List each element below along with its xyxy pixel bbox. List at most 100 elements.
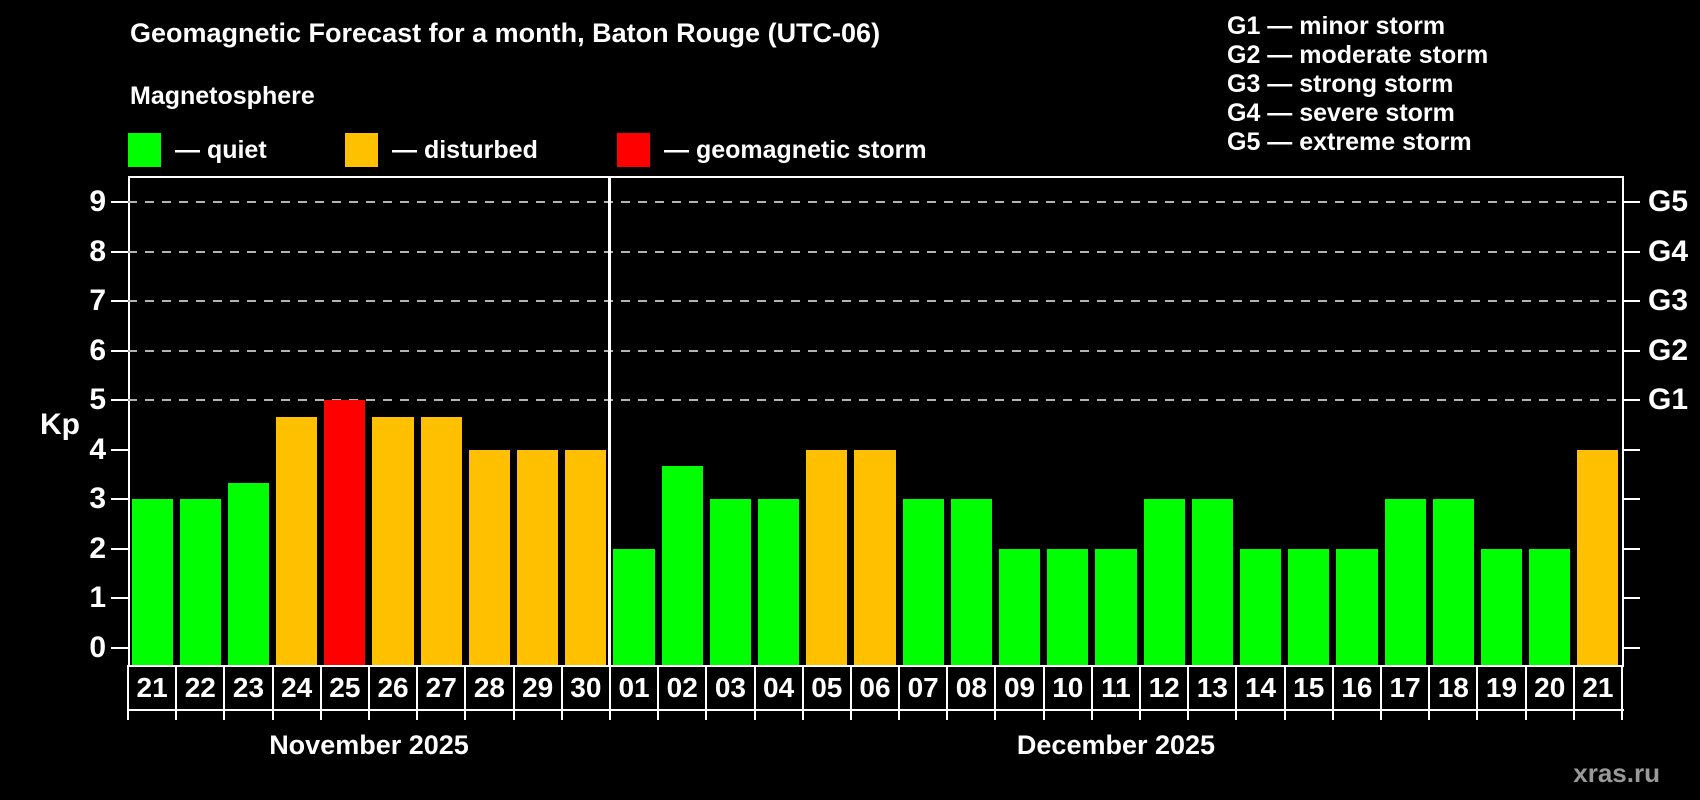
kp-bar — [179, 499, 221, 665]
date-cell-border — [367, 665, 370, 711]
date-cell-border — [753, 665, 756, 711]
kp-bar — [517, 449, 559, 665]
kp-bar — [1529, 548, 1571, 665]
quiet-color-swatch — [128, 133, 161, 167]
y-tick-mark-left — [111, 300, 128, 303]
y-tick-label: 8 — [89, 234, 106, 268]
y-tick-label: 4 — [89, 432, 106, 466]
date-cell-border — [1283, 665, 1286, 711]
date-cell-label: 08 — [955, 672, 987, 703]
date-axis-tick — [753, 711, 756, 720]
date-cell-border — [175, 665, 178, 711]
date-cell-label: 20 — [1534, 672, 1566, 703]
y-tick-mark-left — [111, 250, 128, 253]
y-tick-label: 6 — [89, 333, 106, 367]
date-axis-tick — [175, 711, 178, 720]
date-cell-label: 19 — [1485, 672, 1518, 703]
g-tick-label: G3 — [1648, 284, 1689, 318]
date-axis-tick — [849, 711, 852, 720]
date-axis-tick — [416, 711, 419, 720]
legend-item-storm: — geomagnetic storm — [617, 133, 927, 167]
legend-label-storm: — geomagnetic storm — [664, 135, 927, 164]
y-tick-mark-right — [1624, 250, 1640, 253]
watermark: xras.ru — [1573, 758, 1660, 788]
date-axis-tick — [1235, 711, 1238, 720]
kp-bar — [1191, 499, 1233, 665]
date-axis-tick — [1476, 711, 1479, 720]
kp-bar — [1577, 449, 1619, 665]
date-cell-border — [319, 665, 322, 711]
g2-legend-line: G2 — moderate storm — [1227, 41, 1489, 69]
plot-top-border — [128, 176, 1624, 178]
date-cell-label: 22 — [184, 672, 216, 703]
plot-right-border — [1622, 176, 1624, 665]
kp-bar — [758, 499, 800, 665]
date-row-bottom-border — [128, 709, 1624, 711]
date-cell-label: 01 — [618, 672, 650, 703]
date-cell-border — [1042, 665, 1045, 711]
date-axis-tick — [560, 711, 563, 720]
y-tick-mark-right — [1624, 547, 1640, 550]
date-cell-border — [657, 665, 660, 711]
date-axis-tick — [1331, 711, 1334, 720]
date-cell-label: 10 — [1052, 672, 1084, 703]
kp-bar — [613, 548, 655, 665]
date-cell-label: 06 — [859, 672, 891, 703]
kp-bar — [1095, 548, 1137, 665]
date-cell-label: 12 — [1148, 672, 1180, 703]
date-axis-tick — [1428, 711, 1431, 720]
date-cell-border — [1380, 665, 1383, 711]
kp-bar — [1239, 548, 1282, 665]
date-cell-border — [223, 665, 226, 711]
g-scale-legend: G1 — minor storm G2 — moderate storm G3 … — [1227, 12, 1488, 157]
date-cell-label: 02 — [666, 672, 698, 703]
date-cell-border — [898, 665, 901, 711]
legend-item-disturbed: — disturbed — [345, 133, 538, 167]
date-axis-tick — [705, 711, 708, 720]
date-row-top-border — [128, 665, 1624, 667]
date-axis-tick — [367, 711, 370, 720]
g3-legend-line: G3 — strong storm — [1227, 70, 1454, 98]
date-cell-border — [1139, 665, 1142, 711]
date-cell-label: 21 — [1582, 672, 1614, 703]
date-cell-border — [1331, 665, 1334, 711]
y-tick-label: 2 — [89, 531, 106, 565]
kp-bar — [324, 400, 366, 665]
month-divider-line — [608, 176, 612, 665]
legend-item-quiet: — quiet — [128, 133, 267, 167]
date-axis-tick — [223, 711, 226, 720]
date-cell-label: 04 — [763, 672, 795, 703]
date-cell-label: 03 — [714, 672, 746, 703]
date-cell-label: 13 — [1196, 672, 1228, 703]
date-axis-tick — [319, 711, 322, 720]
disturbed-color-swatch — [345, 133, 378, 167]
kp-bar — [1384, 499, 1426, 665]
y-tick-label: 0 — [89, 631, 106, 664]
kp-bar — [854, 449, 896, 665]
date-cell-border — [464, 665, 467, 711]
kp-bar — [1336, 548, 1378, 665]
y-tick-mark-left — [111, 399, 128, 402]
kp-gridline — [128, 300, 1622, 303]
date-cell-border — [271, 665, 274, 711]
storm-color-swatch — [617, 133, 650, 167]
date-axis-tick — [801, 711, 804, 720]
y-tick-mark-right — [1624, 399, 1640, 402]
date-cell-border — [946, 665, 949, 711]
date-axis-tick — [1380, 711, 1383, 720]
kp-bar — [227, 482, 270, 665]
y-tick-mark-right — [1624, 349, 1640, 352]
date-cell-border — [512, 665, 515, 711]
date-cell-border — [1090, 665, 1093, 711]
date-cell-border — [608, 665, 611, 711]
y-tick-mark-left — [111, 200, 128, 203]
chart-title: Geomagnetic Forecast for a month, Baton … — [130, 18, 881, 48]
date-axis-tick — [657, 711, 660, 720]
date-cell-border — [1235, 665, 1238, 711]
date-cell-border — [1428, 665, 1431, 711]
date-axis-tick — [608, 711, 611, 720]
kp-bar — [420, 416, 462, 665]
date-axis-tick — [1283, 711, 1286, 720]
date-cell-label: 09 — [1003, 672, 1036, 703]
